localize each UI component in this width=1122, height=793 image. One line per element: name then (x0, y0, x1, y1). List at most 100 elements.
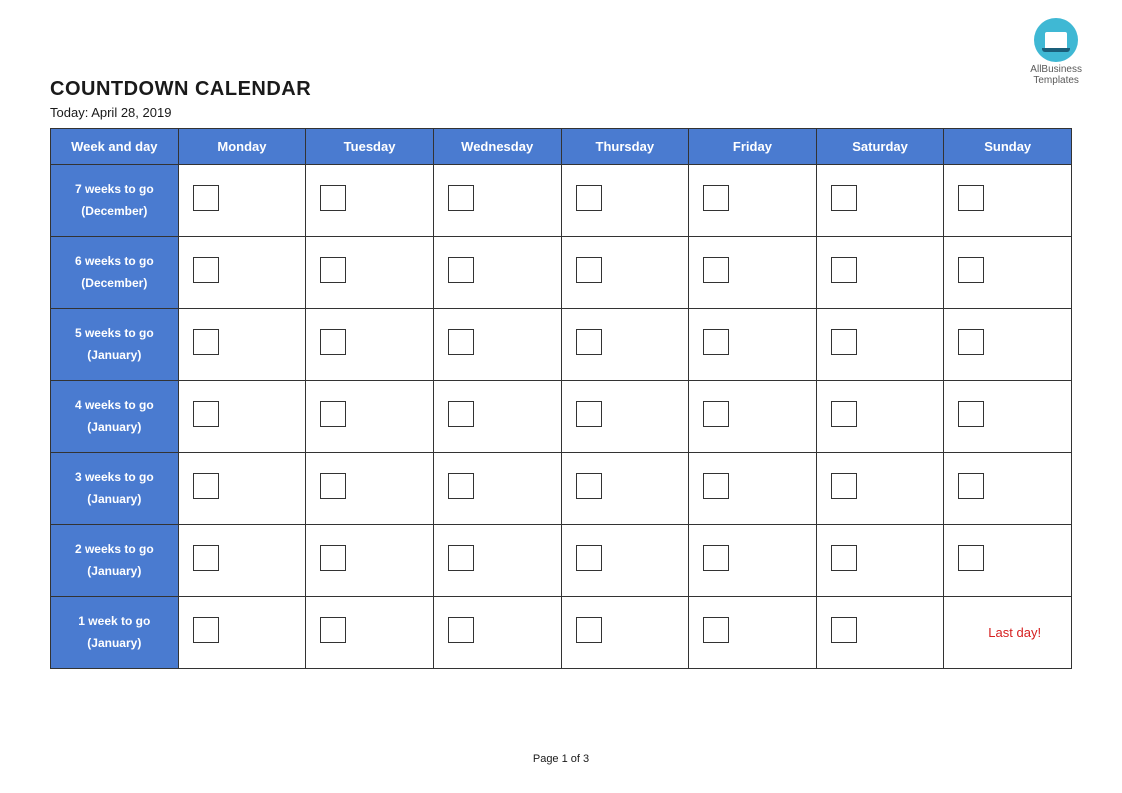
day-checkbox[interactable] (448, 257, 474, 283)
calendar-cell (306, 237, 434, 309)
day-checkbox[interactable] (703, 257, 729, 283)
calendar-cell (689, 309, 817, 381)
calendar-cell (561, 237, 689, 309)
column-header: Tuesday (306, 129, 434, 165)
calendar-cell (944, 165, 1072, 237)
countdown-table: Week and dayMondayTuesdayWednesdayThursd… (50, 128, 1072, 669)
page-title: COUNTDOWN CALENDAR (50, 78, 1072, 101)
table-row: 3 weeks to go(January) (51, 453, 1072, 525)
table-row: 1 week to go(January)Last day! (51, 597, 1072, 669)
calendar-cell (178, 309, 306, 381)
day-checkbox[interactable] (320, 329, 346, 355)
day-checkbox[interactable] (831, 257, 857, 283)
row-label-line2: (January) (87, 564, 141, 578)
day-checkbox[interactable] (448, 185, 474, 211)
table-row: 2 weeks to go (January) (51, 525, 1072, 597)
day-checkbox[interactable] (831, 473, 857, 499)
day-checkbox[interactable] (831, 329, 857, 355)
day-checkbox[interactable] (448, 545, 474, 571)
day-checkbox[interactable] (193, 401, 219, 427)
calendar-cell (433, 381, 561, 453)
day-checkbox[interactable] (193, 257, 219, 283)
day-checkbox[interactable] (703, 473, 729, 499)
column-header: Saturday (816, 129, 944, 165)
day-checkbox[interactable] (448, 401, 474, 427)
day-checkbox[interactable] (703, 545, 729, 571)
day-checkbox[interactable] (576, 545, 602, 571)
column-header: Sunday (944, 129, 1072, 165)
calendar-cell (433, 453, 561, 525)
day-checkbox[interactable] (958, 185, 984, 211)
table-row: 4 weeks to go(January) (51, 381, 1072, 453)
day-checkbox[interactable] (448, 473, 474, 499)
row-label: 2 weeks to go (January) (51, 525, 179, 597)
day-checkbox[interactable] (320, 617, 346, 643)
calendar-cell (689, 381, 817, 453)
row-label-line1: 2 weeks to go (75, 542, 154, 556)
day-checkbox[interactable] (831, 545, 857, 571)
day-checkbox[interactable] (320, 545, 346, 571)
column-header: Friday (689, 129, 817, 165)
day-checkbox[interactable] (958, 257, 984, 283)
calendar-cell (306, 381, 434, 453)
row-label-line1: 7 weeks to go (75, 182, 154, 196)
day-checkbox[interactable] (193, 185, 219, 211)
day-checkbox[interactable] (703, 329, 729, 355)
brand-logo: AllBusiness Templates (1030, 18, 1082, 86)
row-label-line1: 6 weeks to go (75, 254, 154, 268)
calendar-cell (561, 381, 689, 453)
calendar-cell (816, 453, 944, 525)
calendar-cell (561, 165, 689, 237)
day-checkbox[interactable] (831, 617, 857, 643)
calendar-cell (178, 381, 306, 453)
logo-text-2: Templates (1030, 75, 1082, 86)
day-checkbox[interactable] (320, 257, 346, 283)
calendar-cell (433, 309, 561, 381)
calendar-cell (689, 165, 817, 237)
day-checkbox[interactable] (576, 257, 602, 283)
row-label-line1: 3 weeks to go (75, 470, 154, 484)
row-label-line1: 5 weeks to go (75, 326, 154, 340)
day-checkbox[interactable] (958, 545, 984, 571)
calendar-cell (433, 237, 561, 309)
logo-text-1: AllBusiness (1030, 64, 1082, 75)
day-checkbox[interactable] (703, 401, 729, 427)
day-checkbox[interactable] (193, 545, 219, 571)
calendar-cell (816, 165, 944, 237)
day-checkbox[interactable] (448, 617, 474, 643)
day-checkbox[interactable] (320, 401, 346, 427)
calendar-cell (689, 237, 817, 309)
day-checkbox[interactable] (448, 329, 474, 355)
table-row: 5 weeks to go(January) (51, 309, 1072, 381)
day-checkbox[interactable] (576, 401, 602, 427)
calendar-cell (689, 525, 817, 597)
day-checkbox[interactable] (958, 401, 984, 427)
day-checkbox[interactable] (320, 185, 346, 211)
calendar-cell (816, 309, 944, 381)
calendar-cell (689, 597, 817, 669)
column-header: Week and day (51, 129, 179, 165)
day-checkbox[interactable] (958, 329, 984, 355)
day-checkbox[interactable] (831, 185, 857, 211)
calendar-cell (306, 525, 434, 597)
calendar-cell (178, 237, 306, 309)
day-checkbox[interactable] (576, 473, 602, 499)
calendar-cell (306, 453, 434, 525)
day-checkbox[interactable] (576, 185, 602, 211)
day-checkbox[interactable] (320, 473, 346, 499)
row-label: 7 weeks to go(December) (51, 165, 179, 237)
day-checkbox[interactable] (193, 617, 219, 643)
day-checkbox[interactable] (193, 329, 219, 355)
day-checkbox[interactable] (576, 617, 602, 643)
calendar-cell (561, 525, 689, 597)
day-checkbox[interactable] (703, 617, 729, 643)
day-checkbox[interactable] (831, 401, 857, 427)
calendar-cell (816, 525, 944, 597)
calendar-cell (689, 453, 817, 525)
day-checkbox[interactable] (703, 185, 729, 211)
day-checkbox[interactable] (193, 473, 219, 499)
day-checkbox[interactable] (576, 329, 602, 355)
calendar-cell (178, 597, 306, 669)
day-checkbox[interactable] (958, 473, 984, 499)
row-label: 6 weeks to go(December) (51, 237, 179, 309)
